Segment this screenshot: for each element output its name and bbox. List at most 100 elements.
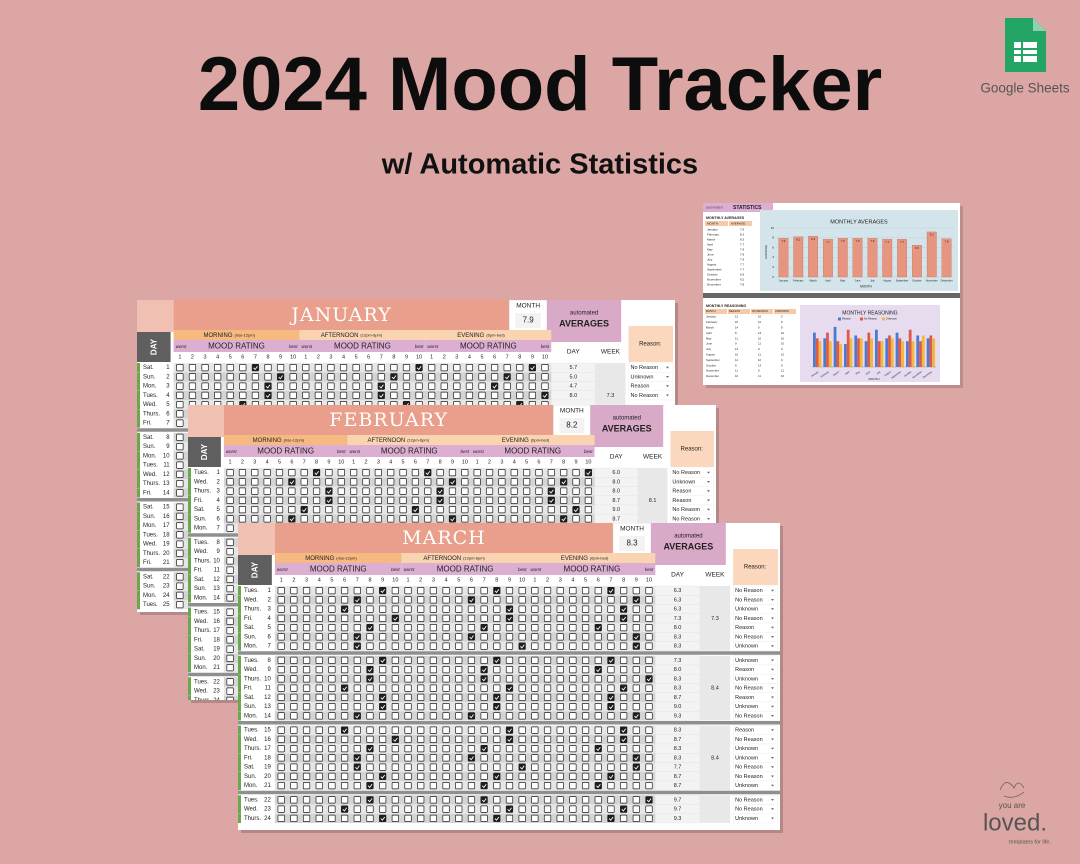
mood-checkbox <box>436 469 444 477</box>
mood-checkbox <box>424 496 432 504</box>
check <box>326 489 332 494</box>
x-tick-label: June <box>855 279 861 283</box>
bar <box>906 341 909 367</box>
mood-checkbox <box>290 596 298 604</box>
day-date: 15 <box>264 728 271 734</box>
mood-checkbox <box>337 506 345 514</box>
mood-checkbox <box>429 772 437 780</box>
day-name: Sat. <box>194 507 205 513</box>
check <box>469 598 474 603</box>
reason-cell <box>732 641 779 651</box>
mood-checkbox <box>290 735 298 743</box>
scale-number: 3 <box>432 577 435 583</box>
mood-checkbox <box>391 763 399 771</box>
mood-checkbox <box>543 726 552 734</box>
mood-checkbox <box>302 624 311 632</box>
mood-checkbox <box>442 693 450 701</box>
table-value: 10 <box>781 353 785 357</box>
week-stripe <box>137 400 140 410</box>
mood-checkbox <box>518 782 526 790</box>
scale-number: 8 <box>622 577 625 583</box>
mood-checkbox <box>442 745 450 753</box>
grid-row <box>274 762 656 772</box>
day-header-label: DAY <box>200 443 209 460</box>
mood-checkbox <box>201 382 209 390</box>
sheets-icon-grid <box>1014 42 1037 62</box>
mood-checkbox <box>328 763 336 771</box>
mood-checkbox <box>429 763 437 771</box>
mood-checkbox <box>239 391 247 399</box>
mood-checkbox <box>365 391 373 399</box>
mood-checkbox <box>341 796 349 804</box>
week-stripe <box>238 613 241 623</box>
reason-value: No Reason <box>735 597 763 603</box>
mood-checkbox <box>238 487 247 495</box>
check <box>621 607 627 612</box>
day-date: 12 <box>213 577 220 583</box>
reason-value: Unknown <box>735 755 758 761</box>
scale-number: 3 <box>253 459 256 465</box>
legend-label: No Reason <box>864 317 878 321</box>
mood-checkbox <box>417 735 425 743</box>
mood-checkbox <box>505 782 514 790</box>
mood-checkbox <box>238 496 247 504</box>
day-cell <box>188 565 224 575</box>
section-hours: (12pm-6pm) <box>463 556 485 561</box>
mood-checkbox <box>214 364 222 372</box>
mood-checkbox <box>442 735 450 743</box>
mood-checkbox <box>455 735 463 743</box>
mood-checkbox <box>493 782 501 790</box>
mood-checkbox <box>556 735 564 743</box>
mood-checkbox <box>429 754 437 762</box>
mood-checkbox <box>429 675 437 683</box>
reason-value: Unknown <box>735 816 758 822</box>
section-hours: (6pm-bed) <box>486 333 505 338</box>
mood-checkbox <box>302 364 310 372</box>
grid-row <box>274 711 656 721</box>
scale-number: 1 <box>229 459 232 465</box>
mood-checkbox <box>350 496 358 504</box>
mood-checkbox <box>379 745 387 753</box>
day-date: 1 <box>217 470 221 476</box>
mood-checkbox <box>442 796 450 804</box>
day-name: Mon. <box>194 526 208 532</box>
scale-number: 3 <box>455 354 458 360</box>
mood-checkbox <box>448 515 457 523</box>
mood-checkbox <box>455 726 463 734</box>
week-stripe <box>238 632 241 642</box>
dropdown-arrow <box>771 799 774 801</box>
divider <box>703 293 960 298</box>
mood-checkbox <box>404 684 412 692</box>
week-stripe <box>238 795 241 805</box>
mood-checkbox <box>276 391 285 399</box>
mood-checkbox <box>607 745 615 753</box>
mood-checkbox <box>569 772 577 780</box>
mood-checkbox <box>276 382 285 390</box>
mood-checkbox <box>341 693 349 701</box>
grid-row <box>173 390 552 400</box>
day-name: Tues. <box>244 728 259 734</box>
day-average: 6.3 <box>674 588 682 594</box>
mood-checkbox <box>594 666 602 674</box>
mood-checkbox <box>632 596 640 604</box>
mood-checkbox <box>415 364 423 372</box>
mood-checkbox <box>391 796 399 804</box>
mood-checkbox <box>531 754 539 762</box>
scale-number: 4 <box>513 459 516 465</box>
mood-checkbox <box>505 805 514 813</box>
mood-checkbox <box>442 656 450 664</box>
mood-checkbox <box>366 675 374 683</box>
mood-checkbox <box>581 772 590 780</box>
mood-checkbox <box>480 726 488 734</box>
bar <box>778 238 789 278</box>
check <box>530 366 535 371</box>
mood-checkbox <box>581 656 590 664</box>
day-cell <box>188 477 224 487</box>
mood-checkbox <box>607 666 615 674</box>
x-axis-label: MONTH <box>860 284 872 288</box>
mood-checkbox <box>535 487 543 495</box>
mood-checkbox <box>428 373 436 381</box>
mood-checkbox <box>543 666 552 674</box>
mood-checkbox <box>239 382 247 390</box>
day-cell <box>188 523 224 533</box>
